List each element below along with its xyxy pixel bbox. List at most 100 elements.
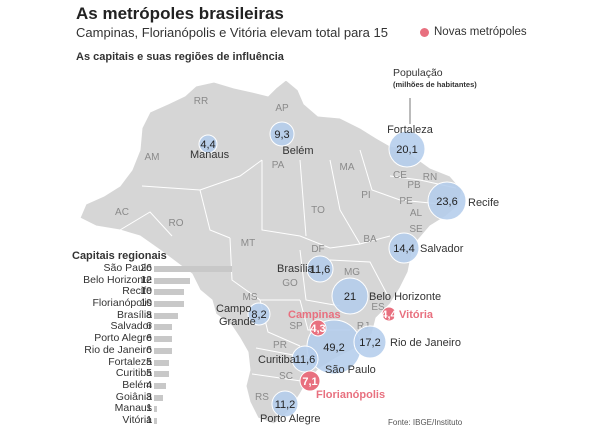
regional-value: 26 bbox=[140, 262, 152, 274]
regional-value: 6 bbox=[146, 332, 152, 345]
regional-bar bbox=[154, 324, 172, 331]
regional-name: Fortaleza bbox=[108, 355, 152, 368]
regional-row: Rio de Janeiro 6 bbox=[60, 344, 270, 357]
state-label-to: TO bbox=[311, 205, 325, 216]
regional-name: Vitória bbox=[122, 413, 152, 426]
city-campo-grande-2: Grande bbox=[219, 316, 256, 328]
regional-bar bbox=[154, 371, 169, 378]
circle-porto-alegre bbox=[271, 390, 299, 418]
value-campinas: 4,3 bbox=[310, 323, 325, 335]
value-salvador: 14,4 bbox=[393, 243, 414, 255]
regional-capitals-list: São Paulo 26 Belo Horizonte 12 Recife 10 Flori… bbox=[60, 262, 270, 427]
circle-campinas bbox=[309, 319, 327, 337]
regional-value: 5 bbox=[146, 367, 152, 380]
regional-value: 3 bbox=[146, 390, 152, 403]
city-florianopolis: Florianópolis bbox=[316, 389, 385, 401]
regional-row: Belém 4 bbox=[60, 378, 270, 392]
regional-bar bbox=[154, 359, 169, 366]
value-manaus: 4,4 bbox=[200, 139, 215, 151]
state-label-pr: PR bbox=[273, 340, 287, 351]
regional-value: 1 bbox=[146, 402, 152, 415]
legend-new-label: Novas metrópoles bbox=[434, 26, 527, 38]
regional-row: Fortaleza 5 bbox=[60, 355, 270, 369]
regional-name: Curitiba bbox=[115, 367, 152, 380]
circle-recife bbox=[427, 181, 467, 221]
city-campinas: Campinas bbox=[288, 309, 341, 321]
state-label-ma: MA bbox=[340, 162, 355, 173]
regional-row: Belo Horizonte 12 bbox=[60, 273, 270, 287]
circle-belem bbox=[269, 121, 295, 147]
regional-value: 1 bbox=[146, 413, 152, 426]
regional-bar bbox=[154, 382, 166, 389]
state-label-ac: AC bbox=[115, 207, 129, 218]
regional-name: Salvador bbox=[110, 320, 152, 333]
regional-row: Brasília 8 bbox=[60, 308, 270, 322]
regional-bar bbox=[154, 277, 190, 284]
regional-value: 5 bbox=[146, 355, 152, 368]
population-legend-unit: (milhões de habitantes) bbox=[393, 80, 477, 89]
state-label-sp: SP bbox=[289, 321, 303, 332]
city-manaus: Manaus bbox=[190, 149, 230, 161]
circle-rio-de-janeiro bbox=[353, 325, 387, 359]
regional-name: Porto Alegre bbox=[94, 332, 152, 345]
value-vitoria: 4,4 bbox=[381, 309, 397, 321]
regional-name: Manaus bbox=[114, 402, 152, 415]
regional-row: Vitória 1 bbox=[60, 413, 270, 427]
city-curitiba: Curitiba bbox=[258, 354, 297, 366]
source-note: Fonte: IBGE/Instituto bbox=[388, 418, 463, 427]
regional-name: Recife bbox=[122, 285, 152, 298]
state-label-ap: AP bbox=[275, 103, 289, 114]
state-label-sc: SC bbox=[279, 371, 293, 382]
regional-bar bbox=[154, 312, 178, 319]
value-sao-paulo: 49,2 bbox=[323, 342, 344, 354]
circle-fortaleza bbox=[388, 130, 426, 168]
legend-new-metros: Novas metrópoles bbox=[420, 26, 527, 38]
regional-row: Manaus 1 bbox=[60, 403, 270, 415]
regional-value: 6 bbox=[146, 320, 152, 333]
state-label-pe: PE bbox=[399, 196, 413, 207]
map-subtitle: Campinas, Florianópolis e Vitória elevam… bbox=[76, 25, 388, 40]
state-label-am: AM bbox=[145, 152, 160, 163]
regional-value: 4 bbox=[146, 378, 152, 391]
value-florianopolis: 7,1 bbox=[302, 376, 317, 388]
state-label-ro: RO bbox=[169, 218, 184, 229]
regional-name: Goiânia bbox=[115, 390, 152, 403]
value-curitiba: 11,6 bbox=[295, 354, 316, 366]
state-label-ms: MS bbox=[243, 292, 258, 303]
population-legend: População (milhões de habitantes) bbox=[393, 68, 477, 90]
regional-name: Brasília bbox=[116, 308, 152, 321]
city-brasilia: Brasília bbox=[277, 263, 315, 275]
circle-vitoria bbox=[381, 306, 397, 322]
city-porto-alegre: Porto Alegre bbox=[260, 413, 321, 425]
regional-bar bbox=[154, 266, 232, 272]
state-label-rs: RS bbox=[255, 392, 269, 403]
regional-bar bbox=[154, 289, 184, 296]
regional-name: Florianópolis bbox=[92, 297, 152, 310]
circle-campo-grande bbox=[247, 302, 271, 326]
regional-row: Curitiba 5 bbox=[60, 367, 270, 380]
city-salvador: Salvador bbox=[420, 243, 464, 255]
state-label-ba: BA bbox=[363, 234, 377, 245]
value-porto-alegre: 11,2 bbox=[275, 399, 296, 411]
regional-row: São Paulo 26 bbox=[60, 262, 270, 275]
state-label-rr: RR bbox=[194, 96, 208, 107]
state-label-pb: PB bbox=[407, 180, 421, 191]
circle-florianopolis bbox=[299, 370, 321, 392]
regional-row: Recife 10 bbox=[60, 286, 270, 298]
state-borders bbox=[119, 149, 457, 383]
value-rio-de-janeiro: 17,2 bbox=[359, 337, 380, 349]
city-vitoria: Vitória bbox=[399, 309, 434, 321]
state-label-mg: MG bbox=[344, 267, 360, 278]
state-label-go: GO bbox=[282, 278, 298, 289]
value-fortaleza: 20,1 bbox=[396, 144, 417, 156]
circle-brasilia bbox=[306, 255, 334, 283]
state-label-es: ES bbox=[371, 302, 385, 313]
state-label-pi: PI bbox=[361, 190, 370, 201]
regional-bar bbox=[154, 406, 157, 413]
regional-value: 12 bbox=[140, 273, 152, 286]
regional-value: 10 bbox=[140, 297, 152, 310]
state-label-mt: MT bbox=[241, 238, 255, 249]
city-campo-grande: Campo bbox=[216, 303, 251, 315]
state-label-rn: RN bbox=[423, 172, 437, 183]
value-recife: 23,6 bbox=[436, 196, 457, 208]
